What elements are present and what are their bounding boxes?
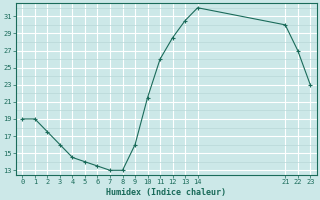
- X-axis label: Humidex (Indice chaleur): Humidex (Indice chaleur): [106, 188, 226, 197]
